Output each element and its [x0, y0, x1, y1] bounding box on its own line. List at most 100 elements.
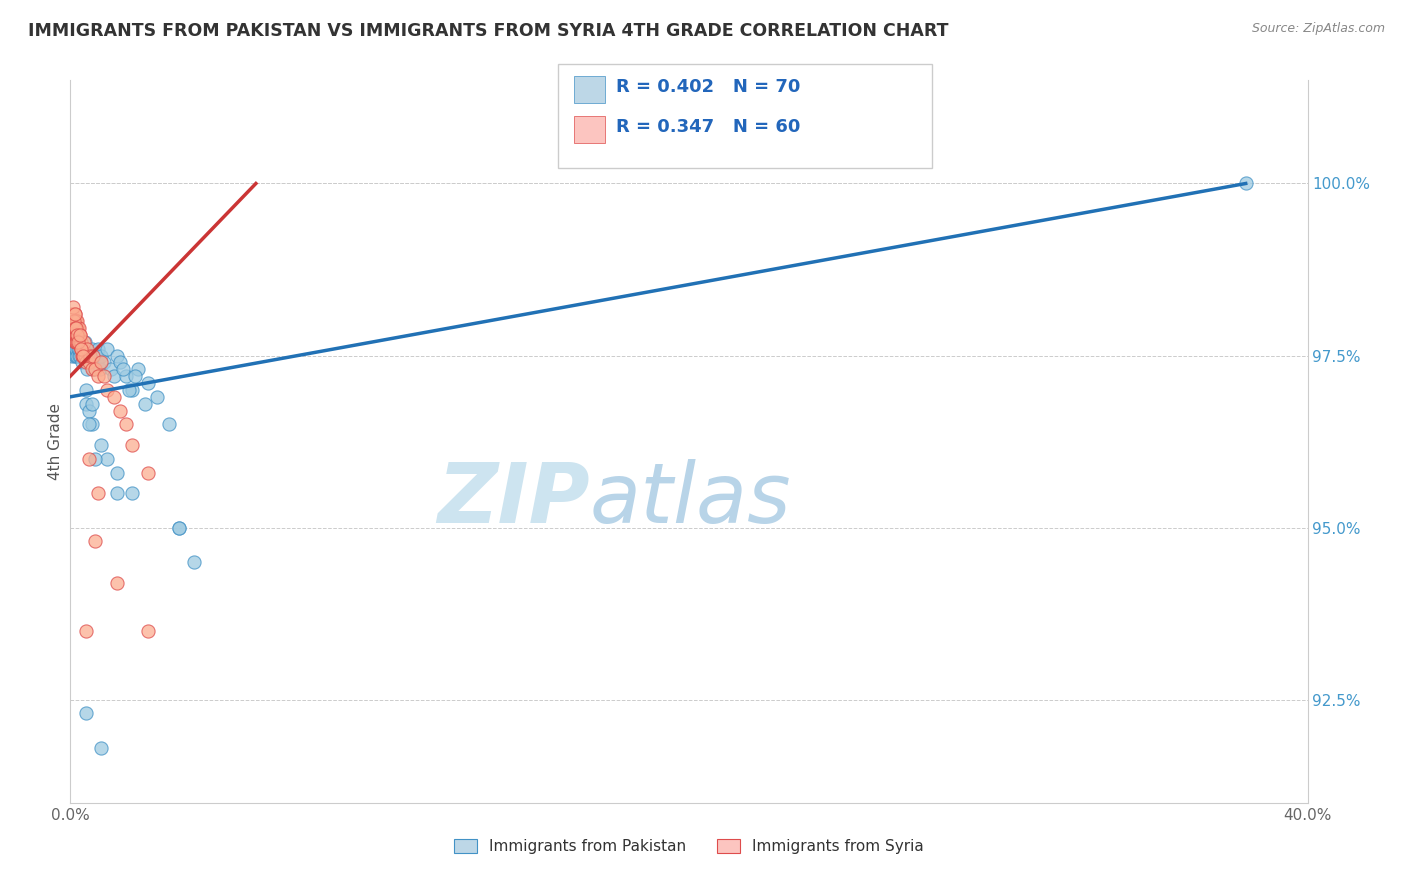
Point [65, 349, 87, 363]
Point [84, 349, 107, 363]
Point [63, 321, 86, 335]
Point [70, 334, 93, 349]
Point [90, 438, 112, 452]
Point [167, 520, 190, 534]
Point [63, 342, 86, 356]
Point [157, 417, 180, 432]
Point [62, 334, 84, 349]
Text: R = 0.347   N = 60: R = 0.347 N = 60 [616, 118, 800, 136]
Point [65, 321, 87, 335]
Point [62, 321, 84, 335]
Point [63, 327, 86, 342]
Point [1234, 177, 1257, 191]
Point [66, 334, 89, 349]
Point [183, 555, 205, 569]
Point [72, 349, 94, 363]
Point [82, 362, 105, 376]
Point [65, 321, 87, 335]
Point [103, 369, 125, 384]
Point [121, 438, 143, 452]
Point [73, 349, 96, 363]
Text: atlas: atlas [591, 458, 792, 540]
Point [82, 349, 105, 363]
Point [136, 466, 159, 480]
Point [65, 334, 87, 349]
Point [60, 349, 83, 363]
Point [89, 362, 111, 376]
Point [75, 334, 97, 349]
Point [75, 349, 97, 363]
Point [67, 334, 90, 349]
Point [67, 327, 90, 342]
Point [80, 397, 103, 411]
Text: IMMIGRANTS FROM PAKISTAN VS IMMIGRANTS FROM SYRIA 4TH GRADE CORRELATION CHART: IMMIGRANTS FROM PAKISTAN VS IMMIGRANTS F… [28, 22, 949, 40]
Point [62, 321, 84, 335]
Point [70, 342, 93, 356]
Point [67, 334, 90, 349]
Point [105, 575, 128, 590]
Point [66, 327, 89, 342]
Point [63, 307, 86, 321]
Point [75, 397, 97, 411]
Point [69, 327, 91, 342]
Text: Source: ZipAtlas.com: Source: ZipAtlas.com [1251, 22, 1385, 36]
Point [65, 342, 87, 356]
Point [69, 342, 91, 356]
Point [63, 334, 86, 349]
Point [66, 342, 89, 356]
Point [67, 342, 90, 356]
Point [67, 334, 90, 349]
Text: R = 0.402   N = 70: R = 0.402 N = 70 [616, 78, 800, 95]
Point [66, 334, 89, 349]
Point [121, 383, 143, 397]
Point [72, 342, 94, 356]
Point [70, 355, 93, 369]
Point [77, 349, 100, 363]
Point [76, 362, 98, 376]
Point [70, 349, 93, 363]
Point [62, 342, 84, 356]
Point [84, 362, 107, 376]
Point [62, 301, 84, 315]
Point [63, 334, 86, 349]
Point [67, 321, 90, 335]
Point [80, 362, 103, 376]
Point [67, 327, 90, 342]
Point [66, 314, 89, 328]
Point [66, 349, 89, 363]
Point [70, 342, 93, 356]
Point [80, 417, 103, 432]
Point [90, 740, 112, 755]
Point [76, 342, 98, 356]
Point [62, 314, 84, 328]
Point [63, 321, 86, 335]
Point [65, 327, 87, 342]
Point [93, 369, 115, 384]
Point [72, 342, 94, 356]
Point [66, 327, 89, 342]
Point [72, 349, 94, 363]
Point [63, 321, 86, 335]
Point [66, 327, 89, 342]
Point [75, 355, 97, 369]
Point [167, 520, 190, 534]
Point [105, 486, 128, 500]
Point [86, 355, 108, 369]
Point [87, 342, 110, 356]
Point [75, 706, 97, 721]
Point [67, 349, 90, 363]
Point [136, 376, 159, 390]
Point [75, 624, 97, 638]
Point [87, 369, 110, 384]
Point [84, 534, 107, 549]
Point [118, 383, 141, 397]
Point [136, 624, 159, 638]
Text: ZIP: ZIP [437, 458, 591, 540]
Point [90, 349, 112, 363]
Point [75, 355, 97, 369]
Point [63, 314, 86, 328]
Point [93, 355, 115, 369]
Point [69, 334, 91, 349]
Point [62, 307, 84, 321]
Point [134, 397, 156, 411]
